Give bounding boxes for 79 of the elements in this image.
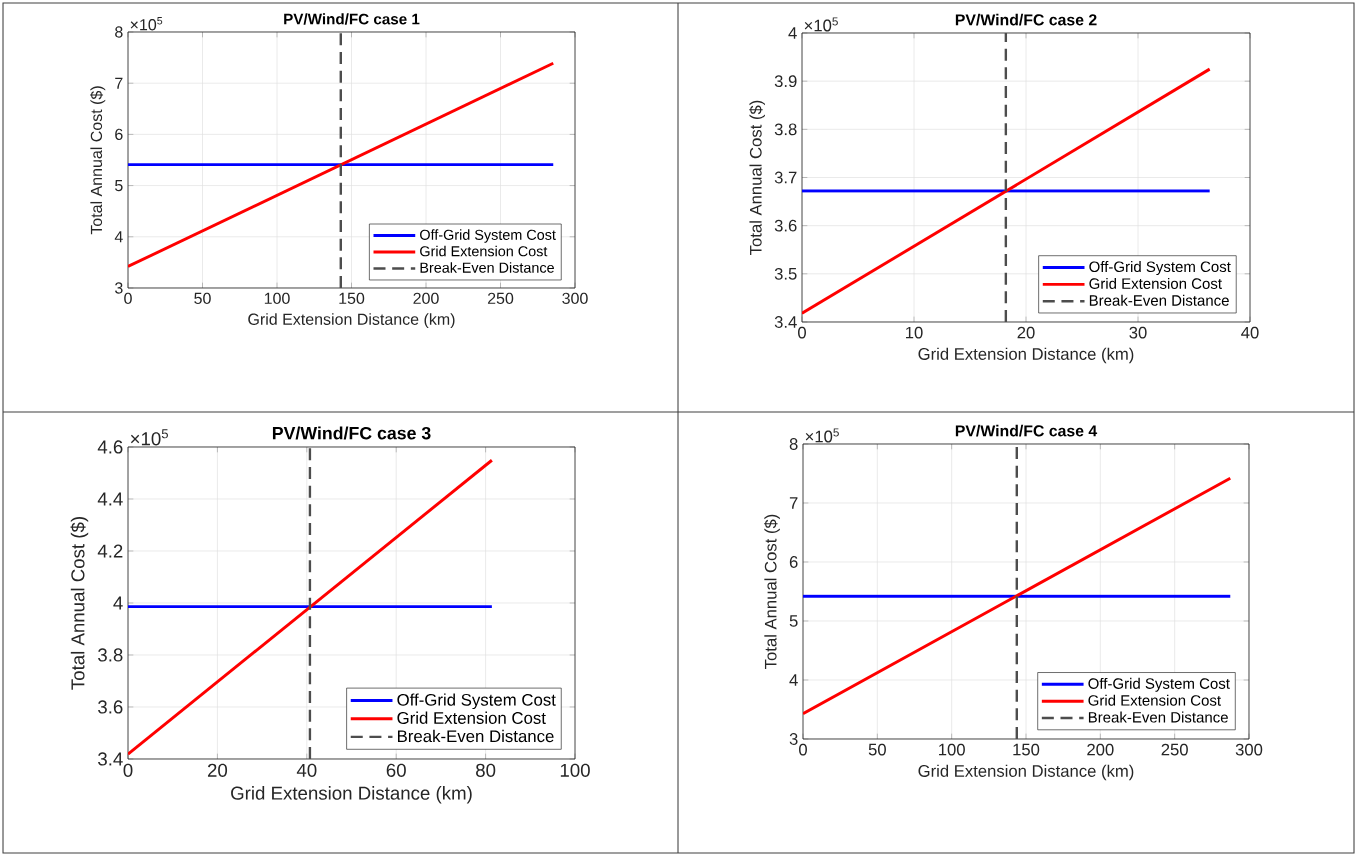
x-tick-label: 200 <box>1087 743 1114 756</box>
x-tick-label: 40 <box>1241 326 1259 339</box>
x-tick-label: 150 <box>339 292 365 305</box>
y-tick-label: 3.8 <box>774 123 797 136</box>
x-tick-label: 100 <box>939 743 965 756</box>
text: ×10$^{5}$ <box>130 17 163 31</box>
legend-label: Break-Even Distance <box>397 729 554 743</box>
x-axis-title: Grid Extension Distance (km) <box>231 786 472 804</box>
y-axis-title: Total Annual Cost ($) <box>70 517 89 690</box>
y-tick-label: 8 <box>115 26 123 38</box>
legend-label: Grid Extension Cost <box>420 245 548 257</box>
y-tick-label: 4 <box>113 596 123 610</box>
legend-label: Off-Grid System Cost <box>1088 677 1230 692</box>
y-tick-label: 5 <box>115 180 123 192</box>
x-tick-label: 0 <box>798 326 806 339</box>
y-tick-label: 3.6 <box>774 219 797 232</box>
x-axis-title: Grid Extension Distance (km) <box>248 313 455 329</box>
y-axis-title: Total Annual Cost ($) <box>90 86 106 235</box>
x-tick-label: 40 <box>296 763 317 777</box>
x-tick-label: 0 <box>799 743 807 756</box>
legend-label: Grid Extension Cost <box>1088 694 1221 706</box>
y-axis-title: Total Annual Cost ($) <box>764 514 780 669</box>
x-tick-label: 30 <box>1129 326 1147 339</box>
x-tick-label: 60 <box>386 763 406 777</box>
text: ×10$^{5}$ <box>804 17 838 32</box>
y-tick-label: 4 <box>789 674 798 686</box>
chart-title: PV/Wind/FC case 2 <box>955 13 1097 26</box>
legend-label: Grid Extension Cost <box>397 711 546 724</box>
x-tick-label: 200 <box>413 292 439 305</box>
x-tick-label: 0 <box>123 763 133 777</box>
x-tick-label: 80 <box>476 763 496 777</box>
y-tick-label: 3.5 <box>774 267 797 280</box>
x-tick-label: 100 <box>264 292 290 305</box>
y-tick-label: 3.4 <box>98 752 123 766</box>
y-tick-label: 4.2 <box>97 544 123 558</box>
y-tick-label: 7 <box>115 77 123 89</box>
legend-label: Off-Grid System Cost <box>1089 261 1231 276</box>
y-tick-label: 4 <box>788 27 797 39</box>
y-tick-label: 3.6 <box>98 700 123 714</box>
legend-label: Off-Grid System Cost <box>420 229 556 243</box>
x-tick-label: 100 <box>560 763 590 777</box>
y-tick-label: 7 <box>789 497 798 509</box>
x-axis-title: Grid Extension Distance (km) <box>918 347 1134 364</box>
legend-label: Break-Even Distance <box>1089 294 1229 306</box>
y-tick-label: 3 <box>789 733 798 745</box>
x-tick-label: 250 <box>487 292 514 305</box>
y-tick-label: 3.7 <box>774 171 797 184</box>
x-tick-label: 50 <box>194 292 211 305</box>
x-tick-label: 20 <box>207 763 228 777</box>
y-tick-label: 3.4 <box>774 316 797 328</box>
x-tick-label: 300 <box>1235 743 1263 756</box>
x-tick-label: 50 <box>868 743 886 756</box>
y-tick-label: 6 <box>789 556 798 568</box>
x-tick-label: 300 <box>562 292 588 305</box>
y-tick-label: 4.4 <box>97 492 123 506</box>
x-tick-label: 250 <box>1161 743 1188 756</box>
y-tick-label: 5 <box>789 615 798 627</box>
x-tick-label: 0 <box>124 292 132 305</box>
chart-title: PV/Wind/FC case 4 <box>955 424 1098 437</box>
x-tick-label: 150 <box>1013 743 1040 756</box>
y-tick-label: 3.9 <box>774 75 797 88</box>
chart-title: PV/Wind/FC case 3 <box>272 426 431 440</box>
legend-label: Break-Even Distance <box>1088 711 1228 723</box>
x-tick-label: 10 <box>906 326 923 339</box>
x-axis-title: Grid Extension Distance (km) <box>918 764 1134 781</box>
y-tick-label: 4.6 <box>97 440 123 454</box>
y-tick-label: 3.8 <box>98 648 123 662</box>
y-tick-label: 6 <box>115 128 123 141</box>
legend-label: Off-Grid System Cost <box>397 693 556 710</box>
text: ×10$^{5}$ <box>130 429 168 446</box>
y-tick-label: 8 <box>789 438 798 450</box>
legend-label: Break-Even Distance <box>420 262 554 273</box>
y-tick-label: 3 <box>115 282 123 294</box>
y-axis-title: Total Annual Cost ($) <box>749 100 765 255</box>
x-tick-label: 20 <box>1017 326 1035 339</box>
text: ×10$^{5}$ <box>805 428 839 443</box>
legend-label: Grid Extension Cost <box>1089 277 1222 289</box>
y-tick-label: 4 <box>114 231 123 243</box>
chart-title: PV/Wind/FC case 1 <box>284 13 420 25</box>
